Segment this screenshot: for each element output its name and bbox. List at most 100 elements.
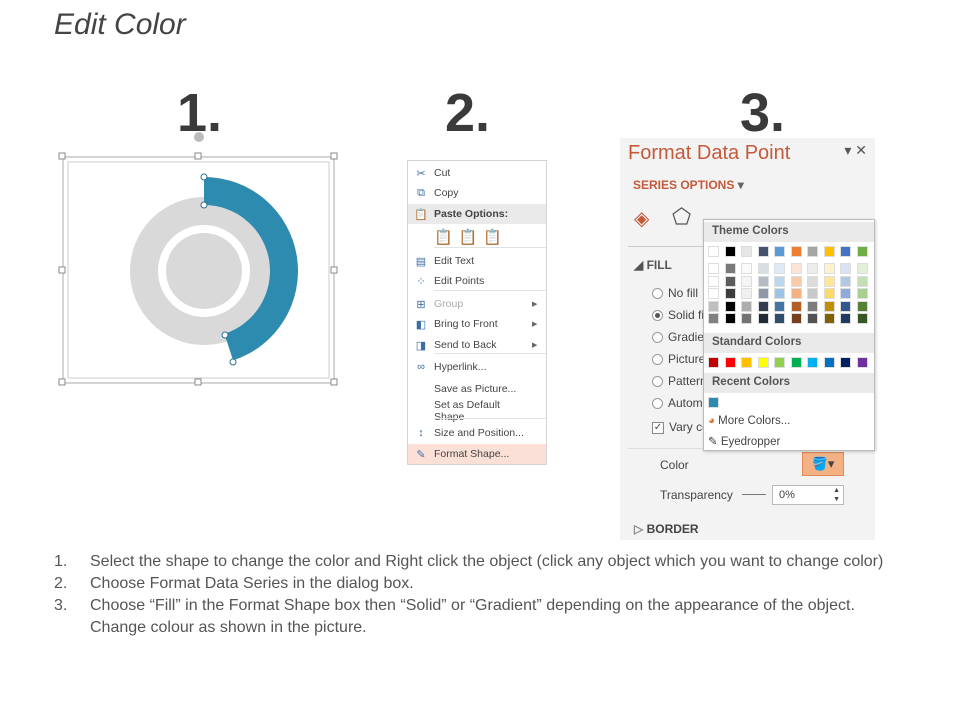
theme-shade-swatch[interactable] (807, 275, 818, 287)
theme-shade-swatch[interactable] (774, 313, 785, 324)
theme-shade-swatch[interactable] (757, 300, 769, 312)
menu-item-group[interactable]: ⊞ Group ▶ (408, 294, 546, 314)
theme-shade-swatch[interactable] (741, 313, 752, 324)
theme-shade-swatch[interactable] (840, 288, 851, 299)
theme-shade-swatch[interactable] (724, 288, 736, 299)
fill-option-radio[interactable]: Pattern (652, 374, 707, 388)
theme-shade-swatch[interactable] (774, 263, 785, 274)
theme-shade-swatch[interactable] (840, 313, 851, 324)
theme-shade-swatch[interactable] (840, 300, 851, 312)
theme-color-swatch[interactable] (774, 246, 785, 257)
standard-color-swatch[interactable] (774, 357, 785, 368)
theme-shade-swatch[interactable] (823, 275, 835, 287)
menu-item-size-and-position[interactable]: ↕ Size and Position... (408, 423, 546, 443)
theme-shade-swatch[interactable] (823, 300, 835, 312)
fill-option-radio[interactable]: No fill (652, 286, 698, 300)
theme-shade-swatch[interactable] (724, 313, 736, 324)
theme-color-swatch[interactable] (856, 246, 868, 257)
standard-color-swatch[interactable] (807, 357, 818, 368)
paste-picture-icon[interactable]: 📋 (483, 229, 503, 246)
menu-item-send-to-back[interactable]: ◨ Send to Back ▶ (408, 335, 546, 355)
pane-options-icon[interactable]: ▾ (844, 142, 852, 158)
theme-shade-swatch[interactable] (856, 263, 868, 274)
theme-shade-swatch[interactable] (856, 288, 868, 299)
vary-colors-checkbox[interactable]: ✓ Vary co (652, 420, 709, 434)
theme-color-swatch[interactable] (741, 246, 752, 257)
fill-section-header[interactable]: ◢ FILL (634, 258, 672, 272)
theme-shade-swatch[interactable] (790, 313, 802, 324)
theme-color-swatch[interactable] (757, 246, 769, 257)
theme-shade-swatch[interactable] (840, 263, 851, 274)
standard-color-swatch[interactable] (823, 357, 835, 368)
standard-color-swatch[interactable] (741, 357, 752, 368)
theme-shade-swatch[interactable] (790, 263, 802, 274)
recent-color-swatch[interactable] (708, 397, 719, 408)
border-section-header[interactable]: ▷ BORDER (634, 522, 699, 536)
standard-color-swatch[interactable] (856, 357, 868, 368)
theme-shade-swatch[interactable] (823, 313, 835, 324)
fill-option-radio[interactable]: Picture (652, 352, 705, 366)
theme-shade-swatch[interactable] (774, 275, 785, 287)
paste-keep-format-icon[interactable]: 📋 (434, 229, 453, 246)
eyedropper-button[interactable]: ✎ Eyedropper (708, 436, 781, 448)
paste-merge-icon[interactable]: 📋 (458, 229, 478, 246)
transparency-input[interactable]: 0% ▲ ▼ (772, 485, 844, 505)
theme-color-swatch[interactable] (840, 246, 851, 257)
theme-shade-swatch[interactable] (741, 275, 752, 287)
theme-shade-swatch[interactable] (757, 288, 769, 299)
theme-shade-swatch[interactable] (757, 313, 769, 324)
theme-shade-swatch[interactable] (724, 300, 736, 312)
theme-color-swatch[interactable] (708, 246, 719, 257)
theme-shade-swatch[interactable] (856, 313, 868, 324)
theme-shade-swatch[interactable] (708, 275, 719, 287)
theme-shade-swatch[interactable] (790, 275, 802, 287)
theme-shade-swatch[interactable] (790, 300, 802, 312)
standard-color-swatch[interactable] (790, 357, 802, 368)
theme-shade-swatch[interactable] (708, 313, 719, 324)
theme-shade-swatch[interactable] (741, 288, 752, 299)
theme-shade-swatch[interactable] (807, 288, 818, 299)
theme-shade-swatch[interactable] (724, 275, 736, 287)
theme-shade-swatch[interactable] (741, 263, 752, 274)
theme-shade-swatch[interactable] (708, 263, 719, 274)
fill-option-radio[interactable]: Gradie (652, 330, 704, 344)
menu-item-edit-text[interactable]: ▤ Edit Text (408, 251, 546, 271)
menu-item-edit-points[interactable]: ⁘ Edit Points (408, 271, 546, 291)
fill-option-radio[interactable]: Solid fi (652, 308, 704, 322)
theme-shade-swatch[interactable] (774, 288, 785, 299)
transparency-slider[interactable] (742, 494, 766, 495)
theme-shade-swatch[interactable] (823, 263, 835, 274)
theme-shade-swatch[interactable] (774, 300, 785, 312)
standard-color-swatch[interactable] (708, 357, 719, 368)
theme-shade-swatch[interactable] (741, 300, 752, 312)
fill-color-button[interactable]: 🪣▾ (802, 452, 844, 476)
theme-shade-swatch[interactable] (708, 300, 719, 312)
theme-color-swatch[interactable] (790, 246, 802, 257)
theme-shade-swatch[interactable] (757, 275, 769, 287)
menu-item-hyperlink[interactable]: ∞ Hyperlink... (408, 357, 546, 377)
effects-tab-icon[interactable]: ⬠ (672, 204, 692, 229)
series-options-dropdown[interactable]: SERIES OPTIONS ▾ (633, 178, 744, 192)
menu-item-save-as-picture[interactable]: Save as Picture... (434, 383, 517, 395)
standard-color-swatch[interactable] (724, 357, 736, 368)
more-colors-button[interactable]: ◕ More Colors... (708, 415, 791, 427)
theme-shade-swatch[interactable] (724, 263, 736, 274)
theme-shade-swatch[interactable] (840, 275, 851, 287)
menu-item-bring-to-front[interactable]: ◧ Bring to Front ▶ (408, 314, 546, 334)
close-icon[interactable]: ✕ (855, 142, 867, 158)
theme-shade-swatch[interactable] (856, 300, 868, 312)
standard-color-swatch[interactable] (840, 357, 851, 368)
theme-shade-swatch[interactable] (807, 263, 818, 274)
menu-item-set-as-default-shape[interactable]: Set as Default Shape (434, 399, 500, 423)
theme-shade-swatch[interactable] (856, 275, 868, 287)
theme-shade-swatch[interactable] (807, 300, 818, 312)
theme-shade-swatch[interactable] (807, 313, 818, 324)
theme-shade-swatch[interactable] (823, 288, 835, 299)
theme-shade-swatch[interactable] (708, 288, 719, 299)
theme-color-swatch[interactable] (823, 246, 835, 257)
menu-item-copy[interactable]: ⧉ Copy (408, 183, 546, 203)
donut-chart-selected[interactable] (55, 125, 345, 390)
theme-shade-swatch[interactable] (790, 288, 802, 299)
menu-item-format-shape[interactable]: ✎ Format Shape... (408, 444, 546, 464)
theme-color-swatch[interactable] (807, 246, 818, 257)
